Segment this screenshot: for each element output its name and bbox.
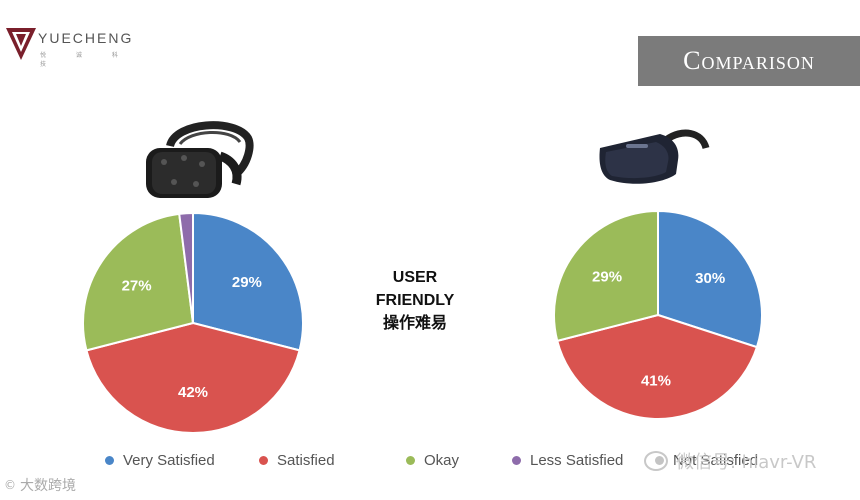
category-label-line1: USER — [392, 269, 438, 286]
pie-data-label: 30% — [695, 270, 725, 287]
company-logo: YUECHENG 悦 诚 科 技 — [4, 22, 154, 68]
category-label: USER FRIENDLY 操作难易 — [360, 266, 470, 335]
pie-slice-okay — [82, 212, 195, 352]
legend-label: Not Satisfied — [673, 451, 759, 469]
legend-item-satisfied: Satisfied — [259, 449, 335, 471]
pie-data-label: 42% — [178, 384, 208, 401]
pie-data-label: 27% — [122, 278, 152, 295]
vive-headset-image — [146, 121, 254, 198]
pie-slice-very-satisfied — [192, 211, 304, 352]
legend-item-very-satisfied: Very Satisfied — [105, 449, 215, 471]
legend-item-less-satisfied: Less Satisfied — [512, 449, 623, 471]
pie-data-label: 29% — [592, 268, 622, 285]
pie-slice-less-satisfied — [178, 211, 194, 324]
pie-chart-gear-vr: 30% 41% 29% — [553, 209, 763, 420]
section-badge: Comparison — [638, 36, 860, 86]
site-watermark-text: 大数跨境 — [20, 478, 76, 494]
category-label-line2: FRIENDLY — [375, 292, 455, 309]
logo-mark-icon — [6, 28, 36, 60]
site-watermark: © 大数跨境 — [4, 474, 76, 496]
category-label-line3: 操作难易 — [382, 315, 447, 332]
legend-label: Less Satisfied — [530, 451, 624, 469]
pie-slice-satisfied — [85, 321, 301, 434]
legend-item-okay: Okay — [406, 449, 459, 471]
legend-label: Okay — [424, 451, 460, 469]
pie-slice-very-satisfied — [657, 209, 763, 349]
wechat-icon — [644, 451, 668, 471]
pie-chart-vive: 29% 42% 27% — [82, 211, 304, 434]
brand-subtitle: 悦 诚 科 技 — [40, 52, 132, 68]
site-watermark-mark: © — [4, 478, 16, 492]
legend-dot-icon — [406, 455, 415, 465]
legend-label: Very Satisfied — [123, 451, 215, 469]
brand-name: YUECHENG — [38, 30, 134, 46]
legend-dot-icon — [512, 455, 521, 465]
pie-slice-satisfied — [556, 313, 759, 420]
legend-label: Satisfied — [277, 451, 335, 469]
wechat-watermark: 微信号: hiavr-VR — [644, 447, 860, 475]
chart-legend: Very Satisfied Satisfied Okay Less Satis… — [0, 449, 860, 471]
pie-data-label: 29% — [232, 274, 262, 291]
legend-dot-icon — [259, 455, 268, 465]
legend-dot-icon — [105, 455, 114, 465]
gear-vr-headset-image — [599, 129, 710, 184]
pie-data-label: 41% — [641, 372, 671, 389]
pie-slice-okay — [553, 209, 659, 343]
wechat-watermark-text: 微信号: hiavr-VR — [676, 452, 817, 473]
